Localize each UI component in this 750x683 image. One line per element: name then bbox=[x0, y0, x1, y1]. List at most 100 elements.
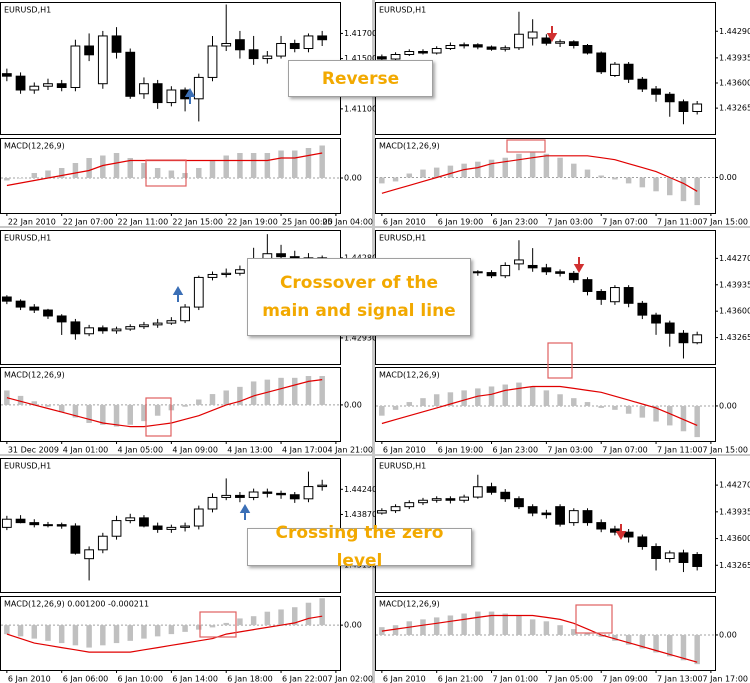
candle-body bbox=[111, 328, 122, 332]
panel-title: MACD(12,26,9) bbox=[4, 371, 65, 380]
x-tick-label: 7 Jan 11:00 bbox=[657, 446, 703, 455]
histogram-bar bbox=[100, 404, 106, 425]
candle-body bbox=[56, 524, 67, 527]
histogram-bar bbox=[58, 625, 65, 644]
x-tick-label: 7 Jan 09:00 bbox=[602, 675, 648, 683]
candle-body bbox=[248, 491, 259, 498]
y-tick-label: 1.44280 bbox=[344, 253, 377, 262]
candle-body bbox=[418, 499, 428, 504]
y-tick-label: 1.41500 bbox=[344, 54, 377, 63]
candle-body bbox=[235, 269, 245, 274]
histogram-bar bbox=[141, 404, 147, 422]
histogram-bar bbox=[379, 405, 385, 416]
candle-body bbox=[376, 56, 387, 60]
plot-frame bbox=[375, 458, 716, 593]
histogram-bar bbox=[168, 625, 175, 635]
candle-body bbox=[637, 536, 648, 548]
candle-body bbox=[651, 546, 661, 559]
x-tick-label: 6 Jan 10:00 bbox=[118, 675, 164, 683]
x-tick-label: 6 Jan 22:00 bbox=[282, 675, 328, 683]
histogram-bar bbox=[557, 625, 563, 635]
candle-body bbox=[404, 502, 415, 508]
candle-body bbox=[555, 41, 565, 44]
candle-body bbox=[582, 45, 593, 54]
candle-body bbox=[43, 309, 53, 317]
candle-body bbox=[84, 327, 95, 335]
candle-body bbox=[276, 492, 286, 496]
highlight-box bbox=[575, 604, 613, 634]
x-tick-label: 7 Jan 05:00 bbox=[547, 675, 593, 683]
x-tick-label: 6 Jan 23:00 bbox=[493, 446, 539, 455]
histogram-bar bbox=[475, 611, 481, 635]
candle-body bbox=[445, 45, 456, 49]
histogram-bar bbox=[639, 177, 646, 188]
histogram-bar bbox=[292, 377, 298, 405]
histogram-bar bbox=[196, 399, 202, 405]
candle-body bbox=[390, 54, 401, 60]
y-tick-label: 1.43870 bbox=[344, 510, 377, 519]
histogram-bar bbox=[475, 161, 481, 178]
candle-body bbox=[596, 522, 607, 530]
histogram-bar bbox=[420, 169, 426, 178]
histogram-bar bbox=[625, 405, 632, 414]
candle-body bbox=[541, 37, 552, 44]
candle-body bbox=[500, 491, 511, 500]
histogram-bar bbox=[17, 178, 24, 179]
panel-title: MACD(12,26,9) bbox=[379, 371, 440, 380]
histogram-bar bbox=[127, 158, 133, 178]
histogram-bar bbox=[420, 398, 426, 406]
histogram-bar bbox=[667, 405, 673, 426]
y-tick-label: 1.44240 bbox=[344, 485, 377, 494]
candle-body bbox=[97, 35, 108, 85]
candle-body bbox=[111, 520, 122, 537]
histogram-bar bbox=[680, 405, 687, 432]
y-tick-label: 1.44270 bbox=[719, 254, 750, 263]
candle-body bbox=[541, 512, 552, 516]
histogram-bar bbox=[31, 401, 38, 405]
candle-body bbox=[56, 83, 67, 88]
candle-body bbox=[15, 300, 26, 308]
histogram-bar bbox=[392, 177, 399, 182]
sell-arrow bbox=[615, 524, 627, 540]
histogram-bar bbox=[182, 625, 188, 632]
candle-body bbox=[459, 496, 469, 501]
histogram-bar bbox=[168, 170, 175, 178]
candle-body bbox=[418, 51, 428, 54]
candle-body bbox=[568, 510, 579, 524]
histogram-bar bbox=[72, 163, 79, 178]
candle-body bbox=[70, 321, 81, 335]
histogram-bar bbox=[461, 613, 467, 635]
candle-body bbox=[29, 306, 40, 311]
histogram-bar bbox=[4, 178, 10, 181]
sell-arrow bbox=[546, 26, 558, 42]
x-tick-label: 6 Jan 21:00 bbox=[438, 675, 484, 683]
histogram-bar bbox=[598, 405, 604, 408]
histogram-bar bbox=[209, 160, 216, 178]
histogram-bar bbox=[433, 394, 440, 406]
y-tick-label: 1.43600 bbox=[719, 534, 750, 543]
candle-body bbox=[596, 52, 607, 73]
histogram-bar bbox=[182, 173, 188, 178]
candle-body bbox=[541, 267, 552, 273]
candle-body bbox=[180, 306, 190, 322]
histogram-bar bbox=[598, 175, 604, 178]
x-tick-label: 4 Jan 09:00 bbox=[172, 446, 218, 455]
signal-line bbox=[6, 379, 323, 428]
highlight-box bbox=[506, 139, 546, 153]
candle-body bbox=[459, 44, 469, 47]
y-tick-label: 1.43935 bbox=[719, 507, 750, 516]
candle-body bbox=[70, 45, 81, 88]
histogram-bar bbox=[127, 404, 133, 425]
histogram-bar bbox=[379, 177, 385, 184]
candle-body bbox=[289, 42, 300, 50]
candle-body bbox=[207, 273, 218, 278]
candle-body bbox=[623, 63, 634, 80]
x-tick-label: 7 Jan 17:00 bbox=[702, 675, 748, 683]
candle-body bbox=[500, 264, 511, 277]
x-tick-label: 4 Jan 01:00 bbox=[63, 446, 109, 455]
histogram-bar bbox=[154, 625, 161, 637]
histogram-bar bbox=[571, 629, 577, 635]
x-tick-label: 4 Jan 05:00 bbox=[118, 446, 164, 455]
histogram-bar bbox=[447, 392, 454, 406]
candle-body bbox=[390, 506, 401, 512]
